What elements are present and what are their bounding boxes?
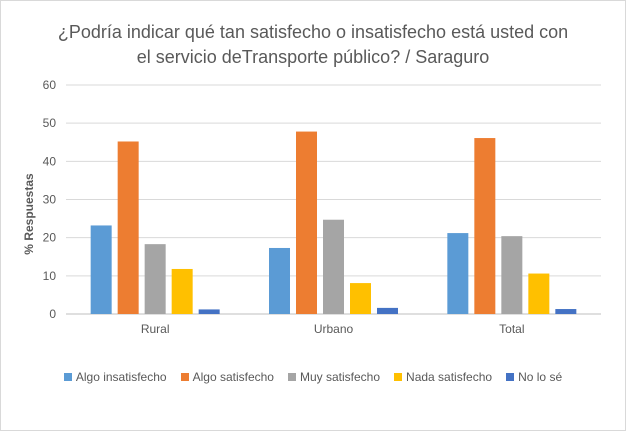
- bar: [528, 273, 550, 314]
- y-tick-label: 10: [43, 269, 57, 283]
- legend-swatch: [506, 373, 515, 381]
- legend-label: Algo insatisfecho: [75, 370, 167, 384]
- bar: [269, 247, 290, 314]
- legend-label: Muy satisfecho: [299, 370, 381, 384]
- y-axis-label: % Respuestas: [22, 173, 36, 255]
- y-tick-label: 60: [43, 78, 57, 92]
- bar: [296, 131, 317, 314]
- x-axis-ticks: Rural Urbano Total: [141, 322, 525, 336]
- x-tick-label: Total: [499, 322, 524, 336]
- chart-title: ¿Podría indicar qué tan satisfecho o ins…: [20, 20, 606, 70]
- legend-label: Algo satisfecho: [192, 370, 274, 384]
- legend-item: Algo insatisfecho: [63, 370, 167, 384]
- legend-swatch: [394, 373, 403, 381]
- bar: [198, 309, 220, 314]
- legend-item: Nada satisfecho: [394, 370, 492, 384]
- x-tick-label: Urbano: [314, 322, 354, 336]
- y-tick-label: 50: [43, 116, 57, 130]
- bar: [555, 309, 577, 314]
- legend-swatch: [63, 373, 72, 381]
- legend-label: Nada satisfecho: [406, 370, 493, 384]
- bar: [323, 219, 344, 314]
- y-tick-label: 0: [49, 307, 56, 321]
- bars: [90, 131, 577, 314]
- y-axis-ticks: 0 10 20 30 40 50 60: [43, 78, 57, 321]
- legend-swatch: [180, 373, 189, 381]
- bar: [447, 233, 469, 314]
- legend-item: No lo sé: [506, 370, 562, 384]
- legend-label: No lo sé: [518, 370, 563, 384]
- chart-title-line-1: ¿Podría indicar qué tan satisfecho o ins…: [57, 22, 569, 42]
- bar: [350, 283, 371, 314]
- bar: [501, 236, 523, 314]
- y-tick-label: 30: [43, 193, 57, 207]
- chart-legend: Algo insatisfecho Algo satisfecho Muy sati…: [0, 370, 626, 384]
- y-tick-label: 20: [43, 231, 57, 245]
- legend-swatch: [287, 373, 296, 381]
- legend-item: Algo satisfecho: [180, 370, 274, 384]
- bar: [144, 244, 166, 314]
- bar: [377, 307, 398, 314]
- x-tick-label: Rural: [141, 322, 170, 336]
- y-tick-label: 40: [43, 154, 57, 168]
- chart-title-line-2: el servicio deTransporte público? / Sara…: [136, 47, 490, 67]
- bar: [117, 141, 139, 314]
- bar: [474, 138, 496, 314]
- legend-item: Muy satisfecho: [287, 370, 381, 384]
- bar: [90, 225, 112, 314]
- bar: [171, 268, 193, 314]
